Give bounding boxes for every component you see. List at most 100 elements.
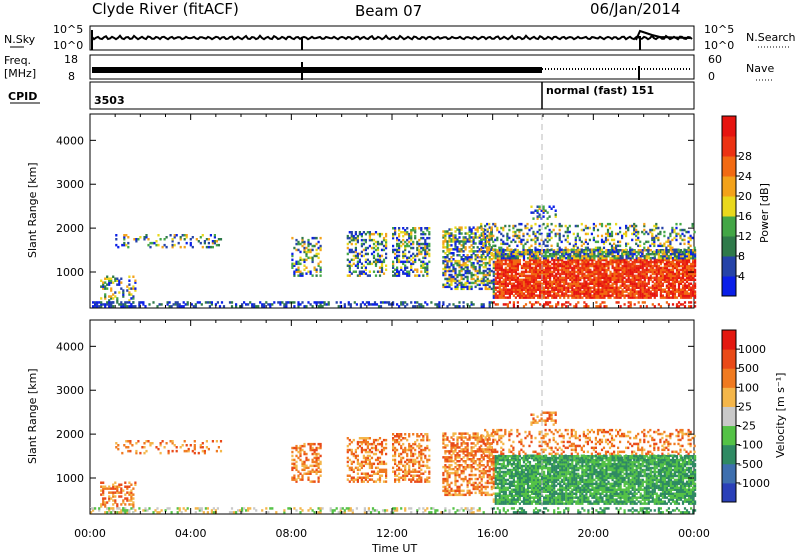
- echo-cell: [362, 438, 365, 442]
- echo-cell: [462, 287, 465, 291]
- echo-cell: [498, 256, 501, 260]
- echo-cell: [104, 485, 107, 488]
- echo-cell: [583, 282, 586, 285]
- echo-cell: [512, 264, 515, 268]
- echo-cell: [313, 470, 316, 473]
- echo-cell: [354, 264, 357, 267]
- echo-cell: [360, 476, 363, 479]
- echo-cell: [575, 274, 578, 278]
- echo-cell: [402, 437, 405, 440]
- echo-cell: [528, 234, 531, 238]
- echo-cell: [518, 258, 521, 262]
- echo-cell: [522, 264, 526, 268]
- echo-cell: [623, 260, 626, 264]
- echo-cell: [104, 287, 107, 290]
- echo-cell: [514, 248, 517, 251]
- echo-cell: [182, 301, 185, 304]
- echo-cell: [319, 462, 322, 466]
- echo-cell: [657, 266, 660, 270]
- echo-cell: [577, 270, 580, 274]
- echo-cell: [663, 254, 666, 258]
- echo-cell: [627, 252, 630, 255]
- echo-cell: [408, 256, 411, 260]
- echo-cell: [128, 491, 131, 494]
- echo-cell: [530, 305, 534, 308]
- echo-cell: [583, 256, 586, 260]
- echo-cell: [546, 211, 549, 214]
- echo-cell: [364, 462, 367, 466]
- echo-cell: [599, 249, 602, 252]
- power-ylabel: Slant Range [km]: [26, 162, 39, 258]
- echo-cell: [470, 271, 473, 275]
- echo-cell: [410, 480, 413, 483]
- echo-cell: [643, 286, 646, 289]
- echo-cell: [380, 248, 384, 252]
- echo-cell: [398, 305, 401, 308]
- echo-cell: [305, 250, 308, 254]
- echo-cell: [325, 303, 328, 306]
- echo-cell: [516, 228, 519, 232]
- echo-cell: [653, 288, 656, 291]
- echo-cell: [665, 296, 668, 299]
- echo-cell: [558, 224, 561, 228]
- echo-cell: [563, 272, 566, 276]
- echo-cell: [543, 268, 546, 272]
- echo-cell: [412, 242, 415, 246]
- echo-cell: [679, 282, 683, 285]
- echo-cell: [545, 292, 548, 295]
- echo-cell: [496, 250, 499, 253]
- echo-cell: [394, 435, 397, 438]
- echo-cell: [456, 261, 459, 265]
- echo-cell: [694, 249, 697, 252]
- echo-cell: [291, 446, 294, 450]
- echo-cell: [631, 288, 634, 291]
- echo-cell: [366, 444, 369, 448]
- echo-cell: [295, 478, 298, 481]
- echo-cell: [651, 303, 654, 306]
- echo-cell: [494, 254, 497, 258]
- echo-cell: [600, 240, 604, 244]
- echo-cell: [526, 264, 530, 268]
- echo-cell: [633, 232, 636, 236]
- echo-cell: [480, 224, 483, 228]
- echo-cell: [647, 278, 650, 282]
- echo-cell: [567, 296, 570, 299]
- echo-cell: [671, 266, 675, 270]
- echo-cell: [346, 252, 349, 256]
- echo-cell: [452, 275, 455, 279]
- echo-cell: [460, 248, 463, 251]
- echo-cell: [543, 276, 546, 280]
- echo-cell: [126, 485, 129, 488]
- echo-cell: [228, 301, 232, 304]
- echo-cell: [679, 228, 682, 232]
- echo-cell: [360, 460, 363, 464]
- echo-cell: [657, 303, 660, 306]
- echo-cell: [675, 222, 678, 226]
- echo-cell: [396, 464, 399, 468]
- echo-cell: [639, 296, 642, 299]
- echo-cell: [385, 234, 388, 238]
- echo-cell: [635, 282, 638, 285]
- echo-cell: [633, 303, 636, 306]
- echo-cell: [108, 487, 111, 490]
- echo-cell: [444, 269, 447, 273]
- echo-cell: [295, 270, 298, 273]
- echo-cell: [484, 269, 487, 273]
- echo-cell: [577, 272, 580, 276]
- echo-cell: [400, 303, 403, 306]
- echo-cell: [528, 290, 532, 293]
- echo-cell: [319, 301, 322, 304]
- echo-cell: [661, 282, 664, 285]
- echo-cell: [466, 275, 469, 279]
- echo-cell: [599, 254, 602, 258]
- echo-cell: [321, 301, 324, 304]
- echo-cell: [514, 254, 517, 258]
- echo-cell: [426, 266, 429, 269]
- echo-cell: [679, 272, 683, 276]
- echo-cell: [669, 290, 672, 293]
- echo-cell: [176, 305, 179, 308]
- echo-cell: [317, 240, 320, 244]
- echo-cell: [665, 240, 668, 244]
- echo-cell: [623, 286, 626, 289]
- echo-cell: [530, 296, 534, 299]
